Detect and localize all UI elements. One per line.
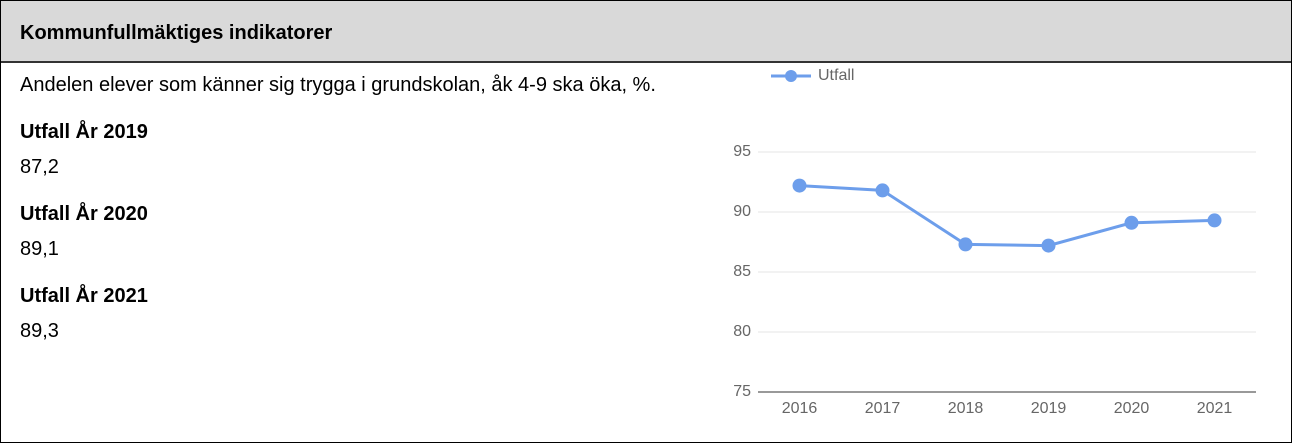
x-tick-label: 2017 (865, 400, 901, 417)
result-label: Utfall År 2019 (20, 121, 148, 143)
result-value: 89,3 (20, 320, 59, 342)
indicator-text: Andelen elever som känner sig trygga i g… (20, 73, 685, 344)
y-tick-label: 95 (733, 143, 751, 160)
line (799, 184, 1215, 248)
x-tick-label: 2016 (782, 400, 818, 417)
y-tick-label: 80 (733, 323, 751, 340)
result-label: Utfall År 2020 (20, 203, 148, 225)
header-title: Kommunfullmäktiges indikatorer (20, 22, 333, 44)
y-tick-label: 90 (733, 203, 751, 220)
x-tick-label: 2020 (1114, 400, 1150, 417)
point (1041, 238, 1056, 253)
result: Utfall År 2019 87,2 (20, 120, 685, 180)
header: Kommunfullmäktiges indikatorer (1, 1, 1291, 63)
y-tick-label: 75 (733, 383, 751, 400)
result-value: 87,2 (20, 156, 59, 178)
result: Utfall År 2021 89,3 (20, 284, 685, 344)
result-label: Utfall År 2021 (20, 285, 148, 307)
results: Utfall År 2019 87,2 Utfall År 2020 89,1 Utfa… (20, 120, 685, 344)
point (1124, 215, 1139, 230)
legend-marker (785, 70, 797, 82)
result-value: 89,1 (20, 238, 59, 260)
description: Andelen elever som känner sig trygga i g… (20, 74, 656, 96)
y-tick-label: 85 (733, 263, 751, 280)
point (958, 237, 973, 252)
x-tick-label: 2019 (1031, 400, 1067, 417)
point (875, 183, 890, 198)
point (792, 178, 807, 193)
x-tick-label: 2021 (1197, 400, 1233, 417)
x-tick-label: 2018 (948, 400, 984, 417)
point (1207, 213, 1222, 228)
result: Utfall År 2020 89,1 (20, 202, 685, 262)
legend-label: Utfall (818, 67, 854, 84)
